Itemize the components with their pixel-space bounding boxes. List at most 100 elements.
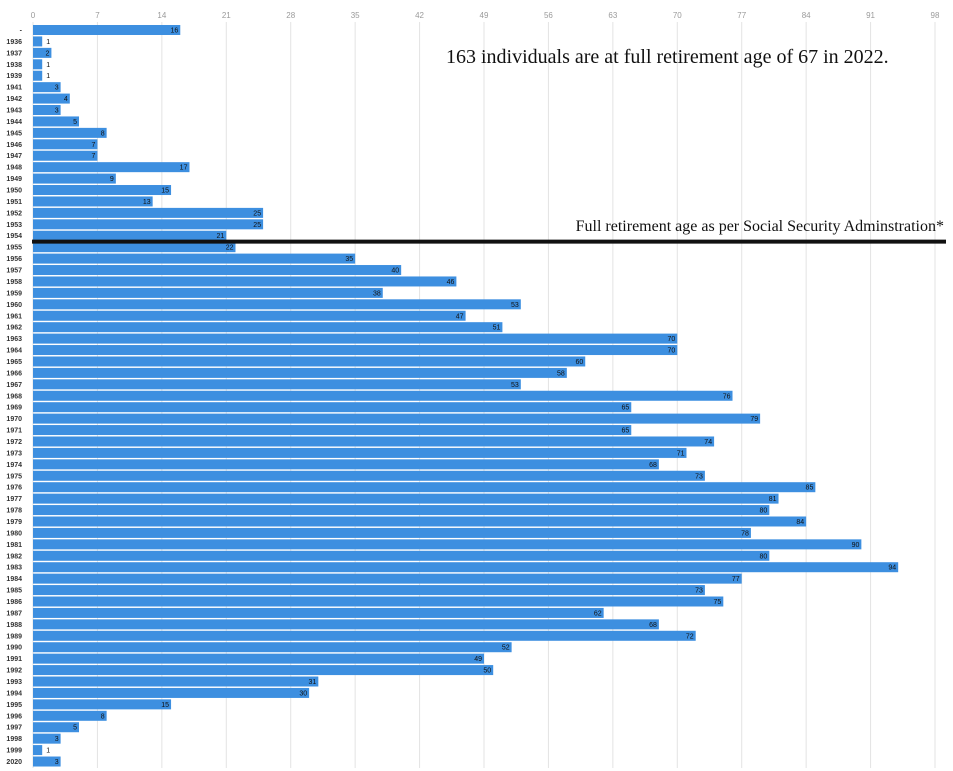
value-label: 49 [474,656,482,663]
bar [33,230,227,241]
value-label: 53 [511,382,519,389]
bar [33,573,742,584]
value-label: 31 [309,679,317,686]
value-label: 3 [55,736,59,743]
bar [33,47,52,58]
category-label: 1992 [6,668,22,675]
category-label: 1977 [6,496,22,503]
bar [33,356,586,367]
value-label: 72 [686,633,694,640]
bar [33,505,770,516]
value-label: 13 [143,199,151,206]
bar [33,265,402,276]
category-label: 1974 [6,462,22,469]
bar [33,185,172,196]
bar [33,36,43,47]
category-label: 1952 [6,210,22,217]
bar [33,550,770,561]
bar [33,196,153,207]
bar [33,745,43,756]
category-label: 1964 [6,348,22,355]
bar [33,596,724,607]
category-label: 1941 [6,85,22,92]
category-label: 1955 [6,245,22,252]
value-label: 3 [55,85,59,92]
value-label: 35 [345,256,353,263]
category-label: 1981 [6,542,22,549]
category-label: 1978 [6,508,22,515]
category-label: 1959 [6,290,22,297]
bar [33,722,80,733]
value-label: 40 [391,268,399,275]
x-tick-label: 0 [31,11,36,20]
category-labels: - 1936 1937 1938 1939 1941 1942 1943 1944 1945 194… [6,28,22,767]
category-label: 1988 [6,622,22,629]
category-label: 1970 [6,416,22,423]
category-label: 1937 [6,50,22,57]
category-label: 1939 [6,73,22,80]
category-label: 1986 [6,599,22,606]
value-label: 2 [46,50,50,57]
x-tick-label: 84 [802,11,811,20]
x-tick-label: 63 [608,11,617,20]
bar [33,733,61,744]
x-tick-label: 56 [544,11,553,20]
category-label: 1980 [6,530,22,537]
value-label: 78 [741,530,749,537]
value-label: 94 [888,565,896,572]
bar [33,562,899,573]
value-label: 8 [101,130,105,137]
bar [33,173,116,184]
value-label: 50 [483,668,491,675]
value-label: 51 [493,325,501,332]
bar [33,699,172,710]
bar [33,470,705,481]
category-label: 1993 [6,679,22,686]
x-tick-label: 35 [351,11,360,20]
bar [33,630,696,641]
value-label: 77 [732,576,740,583]
x-tick-label: 91 [866,11,875,20]
category-label: 1998 [6,736,22,743]
category-label: 1958 [6,279,22,286]
value-label: 80 [760,553,768,560]
category-label: 1997 [6,725,22,732]
bar [33,436,715,447]
category-label: 1967 [6,382,22,389]
bar [33,653,484,664]
category-label: 1968 [6,393,22,400]
bar [33,59,43,70]
category-label: 1954 [6,233,22,240]
value-label: 5 [73,119,77,126]
bar [33,150,98,161]
bar [33,322,503,333]
category-label: 1999 [6,748,22,755]
category-label: 2020 [6,759,22,766]
bar [33,276,457,287]
x-tick-label: 42 [415,11,424,20]
bar [33,390,733,401]
category-label: 1946 [6,142,22,149]
category-label: 1938 [6,62,22,69]
category-label: 1976 [6,485,22,492]
category-label: 1948 [6,165,22,172]
bar [33,710,107,721]
value-label: 71 [677,450,685,457]
bar [33,70,43,81]
x-axis-ticks: 0 7 14 21 28 35 42 49 56 63 70 77 84 91 98 [31,11,940,20]
bar [33,287,383,298]
category-label: 1945 [6,130,22,137]
category-label: - [20,28,23,35]
category-label: 1985 [6,588,22,595]
value-label: 1 [46,73,50,80]
value-label: 15 [161,702,169,709]
category-label: 1936 [6,39,22,46]
bar [33,642,512,653]
value-label: 58 [557,370,565,377]
value-label: 5 [73,725,77,732]
bar [33,756,61,767]
category-label: 1953 [6,222,22,229]
bar [33,139,98,150]
category-label: 1994 [6,690,22,697]
value-label: 79 [750,416,758,423]
